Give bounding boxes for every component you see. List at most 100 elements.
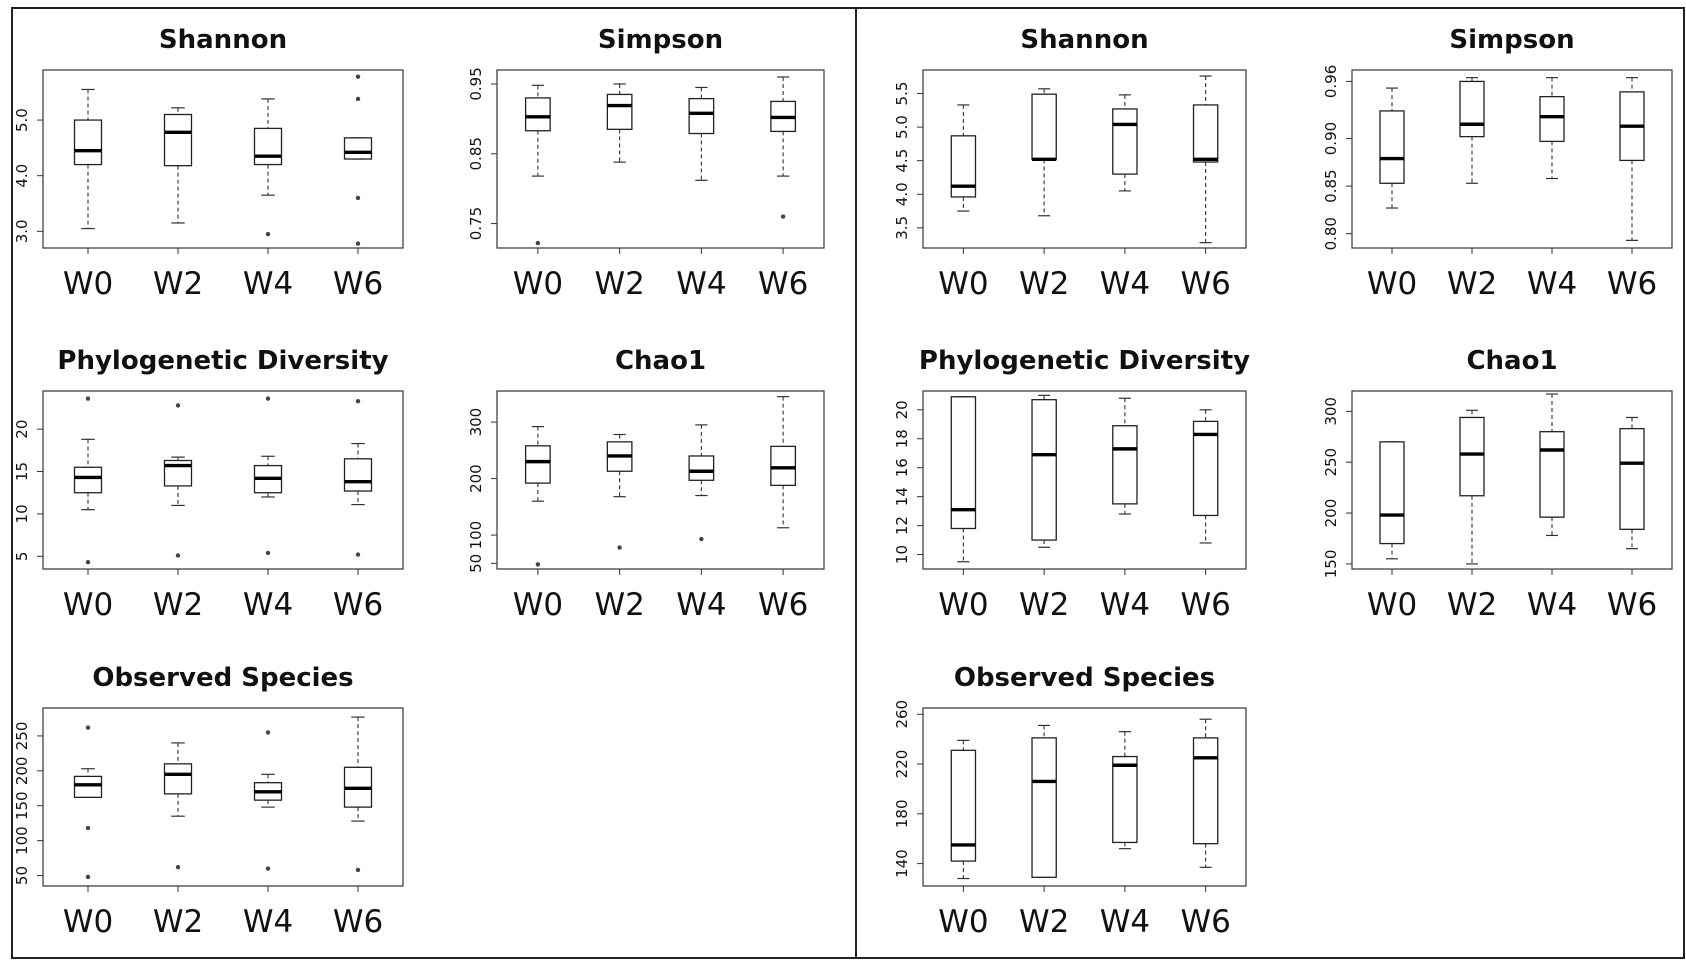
y-tick-label: 3.5 (893, 216, 911, 240)
y-tick-label: 5 (13, 552, 31, 562)
x-tick-label: W6 (1607, 266, 1657, 302)
y-tick-label: 14 (893, 487, 911, 506)
plot-area (42, 390, 404, 570)
y-tick-label: 300 (1322, 397, 1340, 426)
x-tick-label: W0 (63, 587, 113, 623)
y-tick-label: 10 (893, 545, 911, 564)
boxplot-left-simpson: Simpson 0.75 0.85 0.95 W0 W2 W4 W6 (467, 25, 825, 302)
iqr-box (1112, 108, 1138, 175)
chart-title: Phylogenetic Diversity (57, 346, 388, 376)
x-tick-label: W4 (243, 904, 293, 940)
iqr-box (950, 396, 977, 530)
chart-title: Simpson (598, 25, 723, 55)
iqr-box (163, 113, 193, 167)
y-tick-label: 20 (13, 420, 31, 439)
boxplot-right-chao1: Chao1 150 200 250 300 W0 W2 W4 W6 (1322, 346, 1673, 623)
outlier-point (699, 536, 704, 542)
y-tick-label: 18 (893, 429, 911, 448)
y-tick-label: 0.85 (1322, 169, 1340, 202)
plot-area (496, 390, 825, 570)
y-tick-label: 150 (13, 791, 31, 820)
iqr-box (688, 97, 715, 135)
y-tick-label: 150 (1322, 550, 1340, 579)
x-tick-label: W4 (1100, 266, 1150, 302)
y-tick-label: 10 (13, 504, 31, 523)
iqr-box (163, 763, 193, 795)
x-tick-label: W4 (676, 587, 726, 623)
y-tick-label: 250 (13, 722, 31, 751)
x-tick-label: W2 (153, 587, 203, 623)
outlier-point (265, 550, 271, 556)
iqr-box (770, 445, 797, 487)
plot-area (496, 69, 825, 249)
outlier-point (355, 552, 361, 557)
x-tick-label: W0 (938, 904, 988, 940)
plot-area (1351, 69, 1673, 249)
y-tick-label: 220 (893, 750, 911, 779)
y-tick-label: 0.90 (1322, 122, 1340, 155)
x-tick-label: W4 (1100, 904, 1150, 940)
outlier-point (175, 864, 181, 870)
outlier-point (265, 730, 271, 735)
y-tick-label: 200 (1322, 499, 1340, 528)
x-tick-label: W0 (938, 587, 988, 623)
plot-area (922, 707, 1247, 887)
x-tick-label: W2 (153, 904, 203, 940)
iqr-box (1539, 96, 1565, 143)
x-tick-label: W6 (1180, 266, 1230, 302)
x-tick-label: W0 (63, 904, 113, 940)
x-tick-label: W6 (333, 587, 383, 623)
plots-layer: Shannon 3.0 4.0 5.0 W0 W2 W4 W6 Simpson 0.75 0.85 0… (13, 25, 1673, 940)
x-tick-label: W2 (1019, 266, 1069, 302)
chart-title: Chao1 (615, 346, 706, 376)
y-tick-label: 200 (467, 464, 485, 493)
iqr-box (343, 458, 373, 492)
chart-title: Observed Species (92, 663, 353, 693)
y-tick-label: 15 (13, 462, 31, 481)
chart-title: Simpson (1449, 25, 1574, 55)
y-tick-label: 0.80 (1322, 217, 1340, 250)
iqr-box (1192, 420, 1219, 517)
iqr-box (1031, 399, 1057, 541)
y-tick-label: 260 (893, 700, 911, 729)
x-tick-label: W0 (1367, 266, 1417, 302)
outlier-point (355, 867, 361, 873)
outlier-point (355, 74, 361, 79)
outlier-point (85, 725, 91, 730)
iqr-box (950, 749, 977, 862)
y-tick-label: 300 (467, 408, 485, 437)
chart-title: Shannon (1020, 25, 1148, 55)
x-tick-label: W6 (333, 904, 383, 940)
iqr-box (606, 93, 633, 130)
iqr-box (343, 137, 373, 160)
y-tick-label: 4.0 (13, 164, 31, 188)
x-tick-label: W0 (1367, 587, 1417, 623)
iqr-box (1031, 737, 1057, 878)
y-tick-label: 140 (893, 849, 911, 878)
x-tick-label: W6 (758, 587, 808, 623)
iqr-box (524, 97, 551, 132)
outlier-point (355, 398, 361, 404)
chart-title: Observed Species (954, 663, 1215, 693)
x-tick-label: W2 (594, 266, 644, 302)
x-tick-label: W6 (333, 266, 383, 302)
x-tick-label: W4 (243, 587, 293, 623)
y-tick-label: 50 (13, 866, 31, 885)
x-tick-label: W4 (243, 266, 293, 302)
boxplot-right-observed-species: Observed Species 140 180 220 260 W0 W2 W4 W6 (893, 663, 1247, 940)
boxplot-right-phylogenetic-diversity: Phylogenetic Diversity 10 12 14 16 18 20 W0 W2 W4… (893, 346, 1250, 623)
outlier-point (780, 214, 786, 219)
boxplot-right-simpson: Simpson 0.80 0.85 0.90 0.96 W0 W2 W4 W6 (1322, 25, 1673, 302)
y-tick-label: 20 (893, 400, 911, 419)
y-tick-label: 16 (893, 458, 911, 477)
x-tick-label: W0 (63, 266, 113, 302)
x-tick-label: W6 (1180, 904, 1230, 940)
iqr-box (1539, 431, 1565, 518)
outlier-point (175, 403, 181, 408)
boxplot-left-phylogenetic-diversity: Phylogenetic Diversity 5 10 15 20 W0 W2 W4 W6 (13, 346, 404, 623)
chart-title: Chao1 (1466, 346, 1557, 376)
x-tick-label: W4 (676, 266, 726, 302)
chart-title: Phylogenetic Diversity (919, 346, 1250, 376)
iqr-box (1459, 416, 1485, 497)
y-tick-label: 100 (467, 521, 485, 550)
